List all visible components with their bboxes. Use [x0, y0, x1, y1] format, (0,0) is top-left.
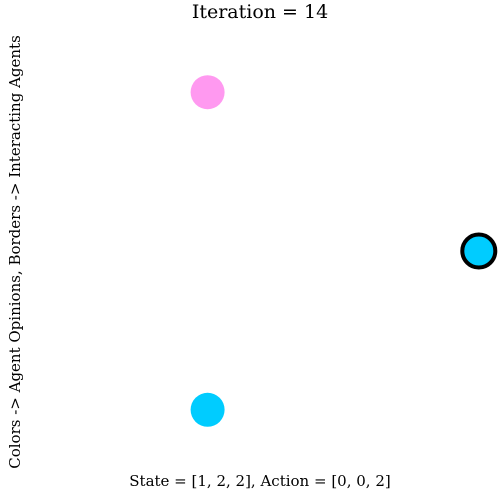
state-action-caption: State = [1, 2, 2], Action = [0, 0, 2]: [129, 472, 391, 490]
chart-title: Iteration = 14: [191, 1, 329, 23]
agent-point-1: [190, 75, 225, 110]
agent-point-3: [190, 392, 225, 427]
agent-point-2-interacting: [460, 232, 498, 270]
